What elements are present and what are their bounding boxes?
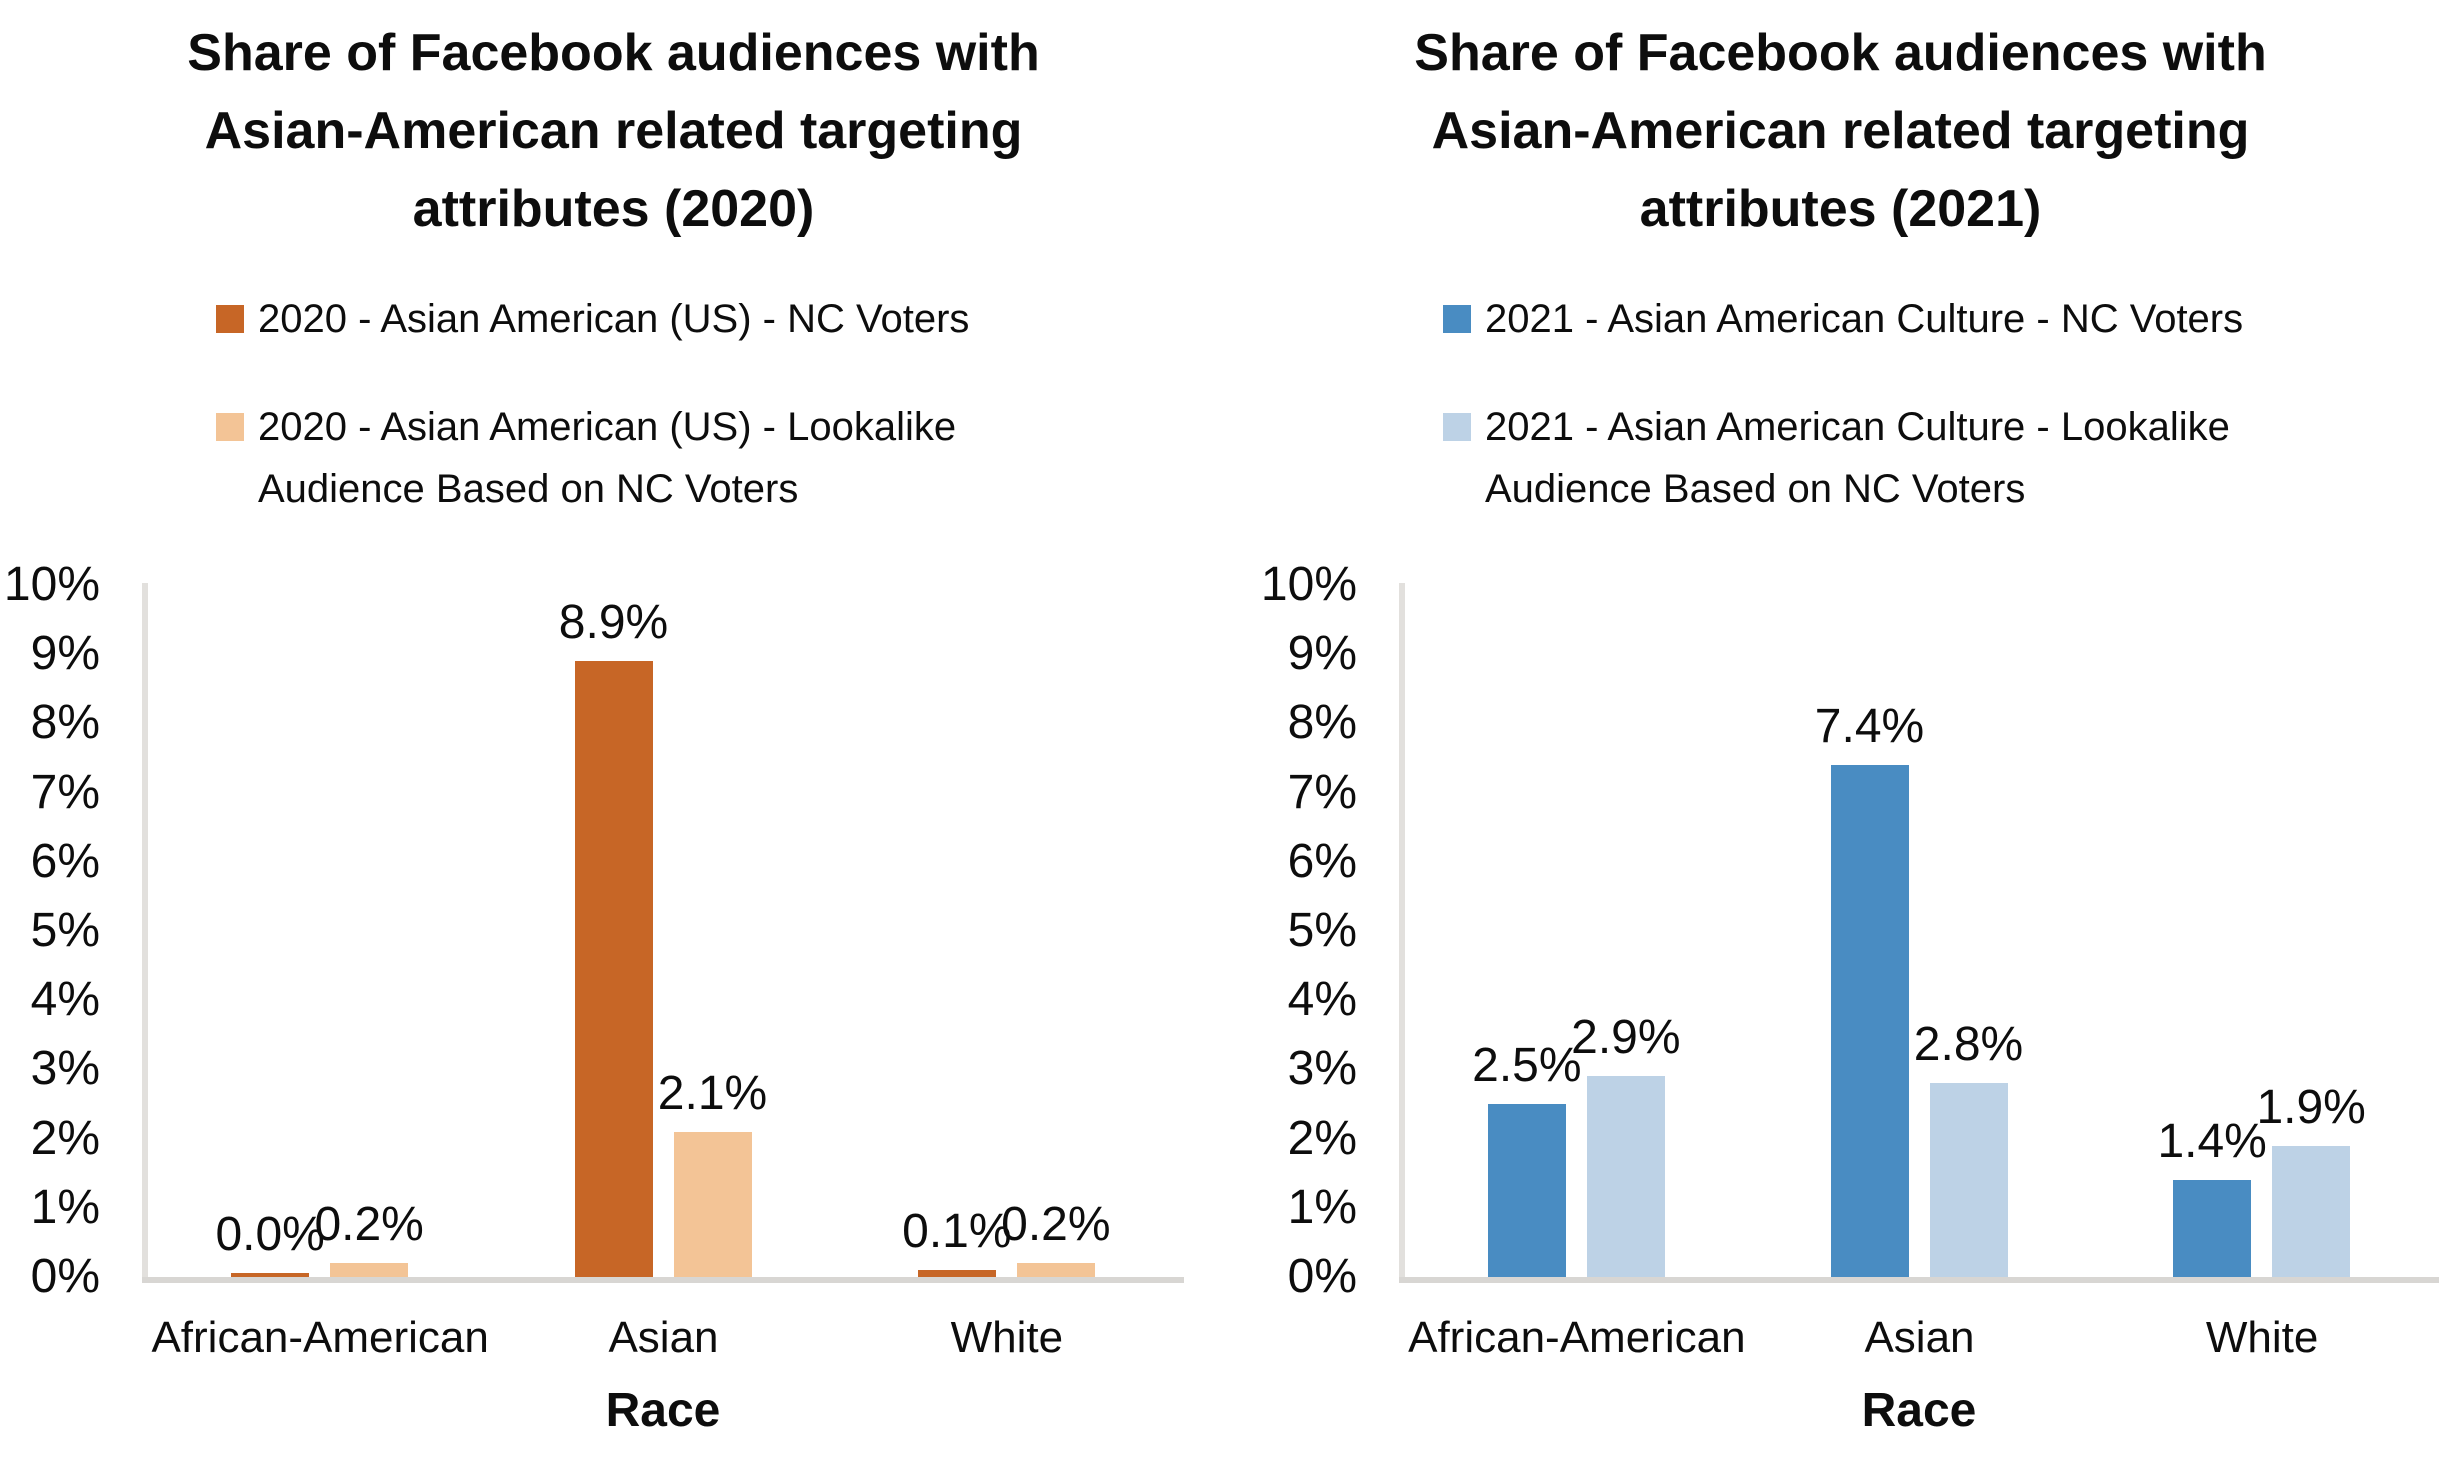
chart-title: Share of Facebook audiences with Asian-Am… — [1227, 0, 2454, 248]
chart-title-line: Asian-American related targeting — [204, 102, 1023, 160]
bar-value-label: 0.1% — [902, 1205, 1012, 1258]
y-tick-label: 5% — [1287, 904, 1357, 957]
bar — [1830, 765, 1909, 1277]
bar-value-label: 2.8% — [1913, 1018, 2024, 1071]
x-axis-line — [1399, 1277, 2439, 1283]
bar — [330, 1263, 409, 1277]
legend-item: 2021 - Asian American Culture - NC Voter… — [1443, 288, 2454, 350]
chart-2021: Share of Facebook audiences with Asian-Am… — [1227, 0, 2454, 1458]
y-tick-label: 7% — [30, 765, 100, 819]
legend-swatch-icon — [1443, 413, 1471, 441]
y-tick-label: 7% — [1287, 765, 1357, 819]
bar — [1586, 1076, 1665, 1277]
y-tick-label: 4% — [1287, 973, 1357, 1027]
y-tick-label: 10% — [1260, 558, 1357, 611]
legend-item: 2021 - Asian American Culture - Lookalik… — [1443, 396, 2454, 520]
bar-value-label: 2.1% — [657, 1067, 768, 1120]
category-label: African-American — [1408, 1313, 1746, 1362]
bar-value-label: 1.4% — [2157, 1115, 2267, 1168]
legend-label: 2021 - Asian American Culture - NC Voter… — [1485, 288, 2243, 350]
chart-title-line: attributes (2021) — [1639, 180, 2042, 238]
chart-2020: Share of Facebook audiences with Asian-Am… — [0, 0, 1227, 1437]
bar — [2173, 1180, 2252, 1277]
y-tick-label: 4% — [30, 973, 100, 1027]
chart-title: Share of Facebook audiences with Asian-Am… — [0, 0, 1227, 248]
bar-value-label: 7.4% — [1814, 700, 1925, 753]
legend-label: 2021 - Asian American Culture - Lookalik… — [1485, 396, 2230, 520]
y-tick-label: 1% — [30, 1180, 100, 1234]
bar-value-label: 8.9% — [558, 596, 669, 649]
bar — [574, 661, 653, 1277]
legend-swatch-icon — [1443, 305, 1471, 333]
chart-title-line: attributes (2020) — [412, 180, 815, 238]
bar — [231, 1273, 310, 1277]
bar-value-label: 0.0% — [215, 1208, 325, 1261]
y-tick-label: 6% — [30, 834, 100, 888]
category-label: White — [950, 1313, 1064, 1362]
y-axis-line — [1399, 583, 1405, 1283]
legend-label-line: Audience Based on NC Voters — [1485, 467, 2026, 511]
legend-label-line: 2020 - Asian American (US) - NC Voters — [258, 297, 970, 341]
legend-swatch-icon — [216, 413, 244, 441]
legend-label-line: 2021 - Asian American Culture - NC Voter… — [1485, 297, 2244, 341]
x-axis-title: Race — [1861, 1384, 1977, 1437]
legend-item: 2020 - Asian American (US) - Lookalike Au… — [216, 396, 1227, 520]
y-tick-label: 2% — [30, 1111, 100, 1165]
y-axis-line — [142, 583, 148, 1283]
bar — [1487, 1104, 1566, 1277]
category-label: African-American — [151, 1313, 489, 1362]
chart-title-line: Share of Facebook audiences with — [187, 24, 1040, 82]
chart-title-line: Share of Facebook audiences with — [1414, 24, 2267, 82]
y-tick-label: 8% — [1287, 696, 1357, 750]
bar-value-label: 2.9% — [1571, 1011, 1681, 1064]
category-label: Asian — [1864, 1313, 1975, 1362]
y-tick-label: 5% — [30, 904, 100, 957]
chart-title-line: Asian-American related targeting — [1431, 102, 2250, 160]
bar-value-label: 1.9% — [2256, 1081, 2366, 1134]
category-label: Asian — [608, 1313, 719, 1362]
bar — [673, 1132, 752, 1277]
y-tick-label: 1% — [1287, 1180, 1357, 1234]
y-tick-label: 2% — [1287, 1111, 1357, 1165]
y-tick-label: 8% — [30, 696, 100, 750]
y-tick-label: 3% — [1287, 1042, 1357, 1096]
bar — [917, 1270, 996, 1277]
bar — [2272, 1146, 2351, 1277]
x-axis-title: Race — [605, 1384, 721, 1437]
x-axis-line — [142, 1277, 1184, 1283]
y-tick-label: 9% — [30, 627, 100, 681]
legend-label-line: Audience Based on NC Voters — [258, 467, 799, 511]
legend-label-line: 2021 - Asian American Culture - Lookalik… — [1485, 405, 2230, 449]
legend-label: 2020 - Asian American (US) - Lookalike Au… — [258, 396, 956, 520]
legend-label-line: 2020 - Asian American (US) - Lookalike — [258, 405, 957, 449]
bar-value-label: 2.5% — [1472, 1039, 1582, 1092]
y-tick-label: 3% — [30, 1042, 100, 1096]
bar-value-label: 0.2% — [1001, 1198, 1111, 1251]
legend: 2020 - Asian American (US) - NC Voters 20… — [0, 288, 1227, 520]
bar — [1016, 1263, 1095, 1277]
y-tick-label: 0% — [30, 1250, 100, 1303]
y-tick-label: 6% — [1287, 834, 1357, 888]
y-tick-label: 9% — [1287, 627, 1357, 681]
bar-value-label: 0.2% — [314, 1198, 424, 1251]
bar — [1929, 1083, 2008, 1277]
y-tick-label: 10% — [3, 558, 100, 611]
legend-item: 2020 - Asian American (US) - NC Voters — [216, 288, 1227, 350]
y-tick-label: 0% — [1287, 1250, 1357, 1303]
legend-label: 2020 - Asian American (US) - NC Voters — [258, 288, 969, 350]
legend: 2021 - Asian American Culture - NC Voter… — [1227, 288, 2454, 520]
legend-swatch-icon — [216, 305, 244, 333]
category-label: White — [2205, 1313, 2319, 1362]
